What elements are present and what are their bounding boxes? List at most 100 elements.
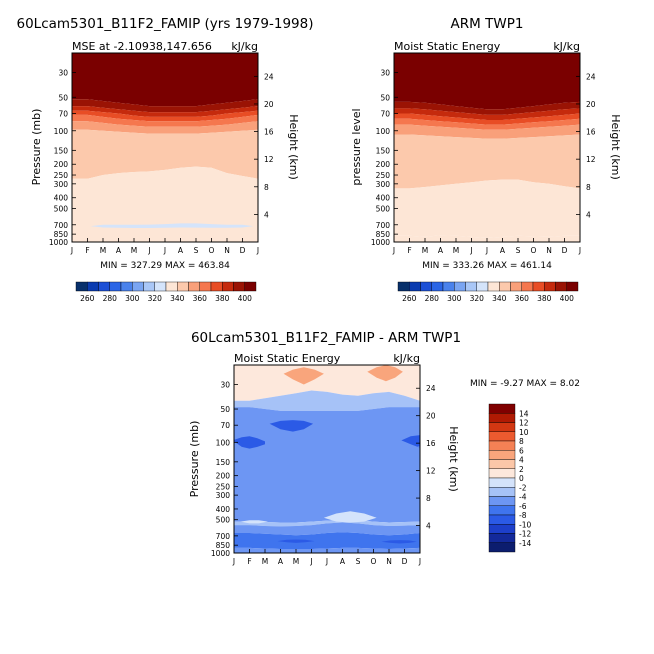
colorbar-swatch — [244, 281, 257, 292]
y-tick-label: 400 — [376, 194, 391, 203]
colorbar-label: 260 — [402, 294, 417, 303]
colorbar-swatch — [233, 281, 245, 292]
colorbar-label: -12 — [519, 530, 531, 539]
x-tick-label: A — [500, 246, 506, 255]
colorbar-swatch — [532, 281, 545, 292]
y-tick-label: 500 — [376, 205, 391, 214]
colorbar-swatch — [488, 487, 516, 497]
y-tick-label: 200 — [216, 472, 231, 481]
x-tick-label: F — [85, 246, 89, 255]
y-right-tick-label: 24 — [586, 72, 596, 81]
y-right-tick-label: 8 — [586, 183, 591, 192]
x-tick-label: N — [546, 246, 552, 255]
x-tick-label: J — [418, 557, 421, 566]
colorbar-swatch — [488, 496, 516, 506]
x-tick-label: M — [422, 246, 428, 255]
colorbar-label: -6 — [519, 502, 527, 511]
contour-band — [394, 113, 580, 125]
colorbar-label: 360 — [515, 294, 530, 303]
y-right-tick-label: 8 — [264, 183, 269, 192]
colorbar-swatch — [132, 281, 144, 292]
x-tick-label: A — [438, 246, 444, 255]
y-tick-label: 300 — [376, 180, 391, 189]
contour-band — [72, 129, 258, 179]
y-tick-label: 100 — [216, 438, 231, 447]
colorbar-label: -2 — [519, 483, 527, 492]
x-tick-label: O — [209, 246, 215, 255]
x-tick-label: F — [247, 557, 251, 566]
contour-band — [394, 124, 580, 139]
y-right-tick-label: 12 — [264, 155, 274, 164]
contour-band — [394, 101, 580, 115]
y-tick-label: 1000 — [211, 549, 230, 558]
colorbar-swatch — [431, 281, 444, 292]
colorbar-swatch — [488, 524, 516, 534]
colorbar-label: 260 — [80, 294, 95, 303]
panel-diff-y-right-ticks: 24 20 16 12 8 4 — [416, 384, 436, 531]
colorbar-swatch — [487, 281, 500, 292]
colorbar-swatch — [188, 281, 200, 292]
contour-band — [394, 134, 580, 189]
panel-obs-colorbar: 260 280 300 320 340 360 380 400 — [397, 281, 579, 303]
y-tick-label: 300 — [54, 180, 69, 189]
x-tick-label: D — [402, 557, 408, 566]
colorbar-label: 380 — [537, 294, 552, 303]
y-tick-label: 50 — [380, 93, 390, 102]
colorbar-label: -4 — [519, 493, 527, 502]
contour-band — [72, 53, 258, 107]
panel-diff-ylabel-right: Height (km) — [447, 426, 460, 492]
colorbar-label: -8 — [519, 511, 527, 520]
y-tick-label: 70 — [220, 421, 230, 430]
x-tick-label: J — [309, 557, 312, 566]
colorbar-swatch — [499, 281, 511, 292]
y-tick-label: 1000 — [371, 238, 390, 247]
colorbar-label: 340 — [170, 294, 185, 303]
contour-island — [90, 223, 254, 228]
colorbar-swatch — [409, 281, 421, 292]
colorbar-swatch — [143, 281, 155, 292]
x-tick-label: S — [194, 246, 199, 255]
y-right-tick-label: 12 — [426, 467, 436, 476]
colorbar-label: 320 — [148, 294, 163, 303]
colorbar-label: 12 — [519, 419, 529, 428]
contour-island — [269, 420, 314, 432]
x-tick-label: M — [453, 246, 459, 255]
x-tick-label: M — [262, 557, 268, 566]
colorbar-swatch — [488, 413, 516, 423]
contour-band — [72, 99, 258, 113]
contour-band — [72, 114, 258, 127]
contour-band — [234, 522, 420, 536]
colorbar-label: -10 — [519, 520, 531, 529]
colorbar-label: 400 — [560, 294, 575, 303]
contour-island — [234, 436, 265, 449]
x-tick-label: D — [240, 246, 246, 255]
contour-band — [234, 407, 420, 523]
x-tick-label: F — [407, 246, 411, 255]
x-tick-label: J — [469, 246, 472, 255]
y-tick-label: 150 — [54, 146, 69, 155]
panel-model-ylabel-right: Height (km) — [287, 114, 300, 180]
panel-model: 60Lcam5301_B11F2_FAMIP (yrs 1979-1998) M… — [17, 16, 314, 303]
colorbar-swatch — [566, 281, 579, 292]
panel-obs-field — [394, 53, 580, 242]
panel-obs: ARM TWP1 Moist Static Energy kJ/kg 30 50 7… — [350, 16, 622, 303]
y-tick-label: 200 — [54, 160, 69, 169]
colorbar-swatch — [488, 505, 516, 516]
y-tick-label: 200 — [376, 160, 391, 169]
y-tick-label: 30 — [380, 69, 390, 78]
colorbar-label: 0 — [519, 474, 524, 483]
panel-model-stats: MIN = 327.29 MAX = 463.84 — [100, 261, 230, 271]
x-tick-label: S — [516, 246, 521, 255]
contour-band — [234, 519, 420, 527]
y-tick-label: 150 — [216, 458, 231, 467]
panel-diff-title: 60Lcam5301_B11F2_FAMIP - ARM TWP1 — [191, 330, 461, 346]
panel-model-title: 60Lcam5301_B11F2_FAMIP (yrs 1979-1998) — [17, 16, 314, 32]
colorbar-swatch — [420, 281, 432, 292]
y-tick-label: 1000 — [49, 238, 68, 247]
contour-band — [72, 106, 258, 117]
colorbar-swatch — [488, 542, 516, 553]
panel-diff-subtitle-right: kJ/kg — [393, 352, 420, 365]
colorbar-swatch — [210, 281, 223, 292]
